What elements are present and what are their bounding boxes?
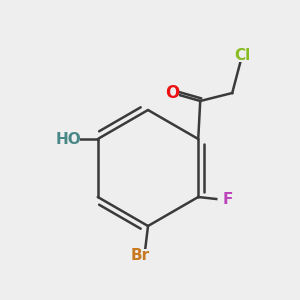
- FancyBboxPatch shape: [58, 132, 80, 146]
- Text: Br: Br: [130, 248, 150, 263]
- FancyBboxPatch shape: [129, 249, 151, 263]
- Text: O: O: [165, 84, 179, 102]
- Text: Cl: Cl: [234, 47, 250, 62]
- Text: HO: HO: [56, 131, 82, 146]
- Text: F: F: [223, 191, 233, 206]
- FancyBboxPatch shape: [231, 48, 253, 62]
- FancyBboxPatch shape: [221, 192, 235, 206]
- FancyBboxPatch shape: [165, 86, 179, 100]
